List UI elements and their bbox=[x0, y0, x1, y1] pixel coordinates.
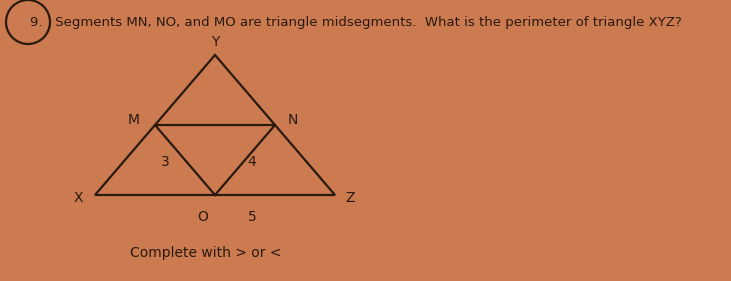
Text: Y: Y bbox=[211, 35, 219, 49]
Text: N: N bbox=[288, 113, 298, 127]
Text: X: X bbox=[73, 191, 83, 205]
Text: Z: Z bbox=[345, 191, 355, 205]
Text: Complete with > or <: Complete with > or < bbox=[130, 246, 281, 260]
Text: 9.   Segments MN, NO, and MO are triangle midsegments.  What is the perimeter of: 9. Segments MN, NO, and MO are triangle … bbox=[30, 16, 682, 29]
Text: 4: 4 bbox=[248, 155, 257, 169]
Text: O: O bbox=[197, 210, 208, 224]
Text: 5: 5 bbox=[248, 210, 257, 224]
Text: 3: 3 bbox=[161, 155, 170, 169]
Text: M: M bbox=[128, 113, 140, 127]
